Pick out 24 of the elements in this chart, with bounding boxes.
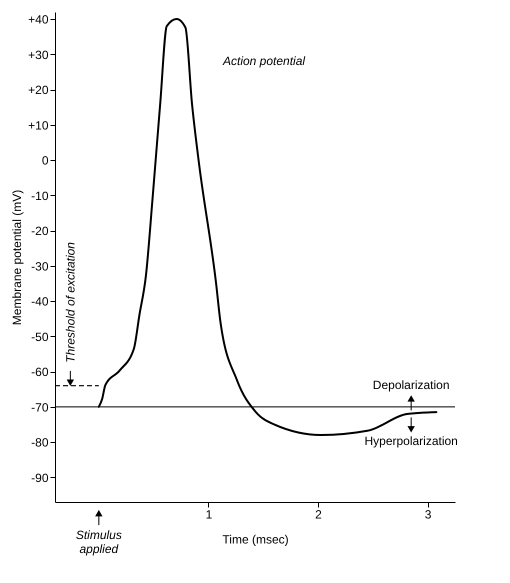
x-tick-label: 2 xyxy=(315,508,322,522)
annotation: Action potential xyxy=(222,54,306,68)
x-tick-label: 1 xyxy=(206,508,213,522)
x-axis-title: Time (msec) xyxy=(222,532,289,546)
y-tick-label: -90 xyxy=(31,470,49,485)
x-tick-label: 3 xyxy=(424,508,432,522)
y-axis-title: Membrane potential (mV) xyxy=(10,190,24,326)
y-tick-label: -70 xyxy=(31,400,49,414)
y-tick-label: +40 xyxy=(28,12,49,27)
annotation: Hyperpolarization xyxy=(364,434,458,448)
y-tick-label: -80 xyxy=(31,436,49,450)
y-tick-label: -20 xyxy=(31,224,49,238)
annotation: Depolarization xyxy=(372,378,450,392)
y-tick-label: -40 xyxy=(31,294,49,309)
y-tick-label: -60 xyxy=(31,365,49,380)
y-tick-label: 0 xyxy=(42,154,49,168)
y-tick-label: -30 xyxy=(31,259,49,274)
text: Stimulus applied xyxy=(76,528,122,556)
y-tick-label: +30 xyxy=(28,48,49,62)
ref-line-label: Threshold of excitation xyxy=(63,242,78,363)
y-tick-label: +20 xyxy=(28,83,49,98)
y-tick-label: -50 xyxy=(31,330,49,344)
y-tick-label: -10 xyxy=(31,188,49,203)
y-tick-label: +10 xyxy=(28,118,49,132)
